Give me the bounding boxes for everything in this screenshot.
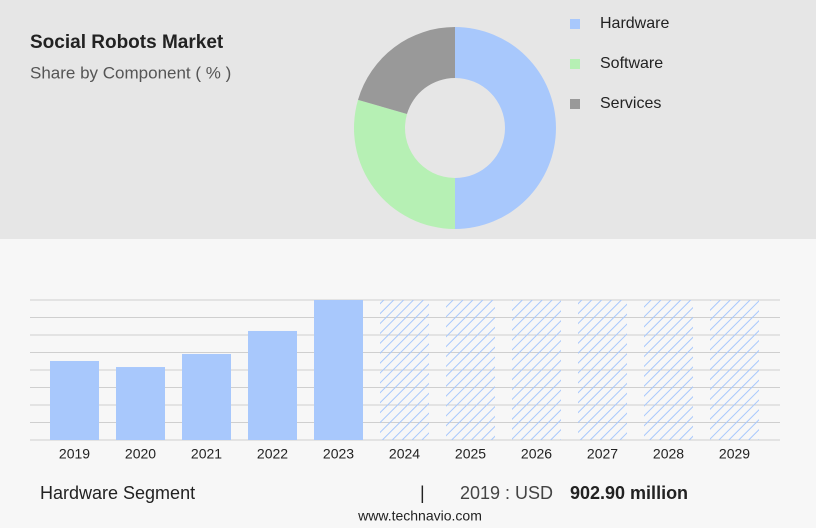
bar [248,330,297,440]
legend-label: Hardware [600,15,669,32]
x-tick-label: 2021 [191,446,222,462]
bar [50,360,99,440]
legend-label: Services [600,95,661,112]
bar [116,367,165,440]
legend-swatch [570,99,580,109]
forecast-placeholder [446,300,495,440]
x-tick-label: 2025 [455,446,486,462]
x-tick-label: 2019 [59,446,90,462]
footer-year: 2019 : USD [460,483,553,503]
x-tick-label: 2027 [587,446,618,462]
forecast-placeholder [512,300,561,440]
footer-source: www.technavio.com [357,508,482,524]
footer-value: 902.90 million [570,483,688,503]
legend-label: Software [600,55,663,72]
bar [182,353,231,440]
legend-swatch [570,19,580,29]
footer-separator: | [420,483,425,503]
donut-slice [354,99,455,229]
chart-title: Social Robots Market [30,32,224,53]
x-tick-label: 2028 [653,446,684,462]
forecast-placeholder [710,300,759,440]
chart-subtitle: Share by Component ( % ) [30,63,231,82]
bar [314,300,363,440]
x-tick-label: 2022 [257,446,288,462]
forecast-placeholder [644,300,693,440]
forecast-placeholder [578,300,627,440]
x-tick-label: 2024 [389,446,420,462]
donut-slice [358,27,455,115]
x-tick-label: 2026 [521,446,552,462]
x-tick-label: 2023 [323,446,354,462]
forecast-placeholder [380,300,429,440]
footer-segment: Hardware Segment [40,483,195,503]
donut-slice [455,27,556,229]
legend-swatch [570,59,580,69]
x-tick-label: 2029 [719,446,750,462]
x-tick-label: 2020 [125,446,156,462]
